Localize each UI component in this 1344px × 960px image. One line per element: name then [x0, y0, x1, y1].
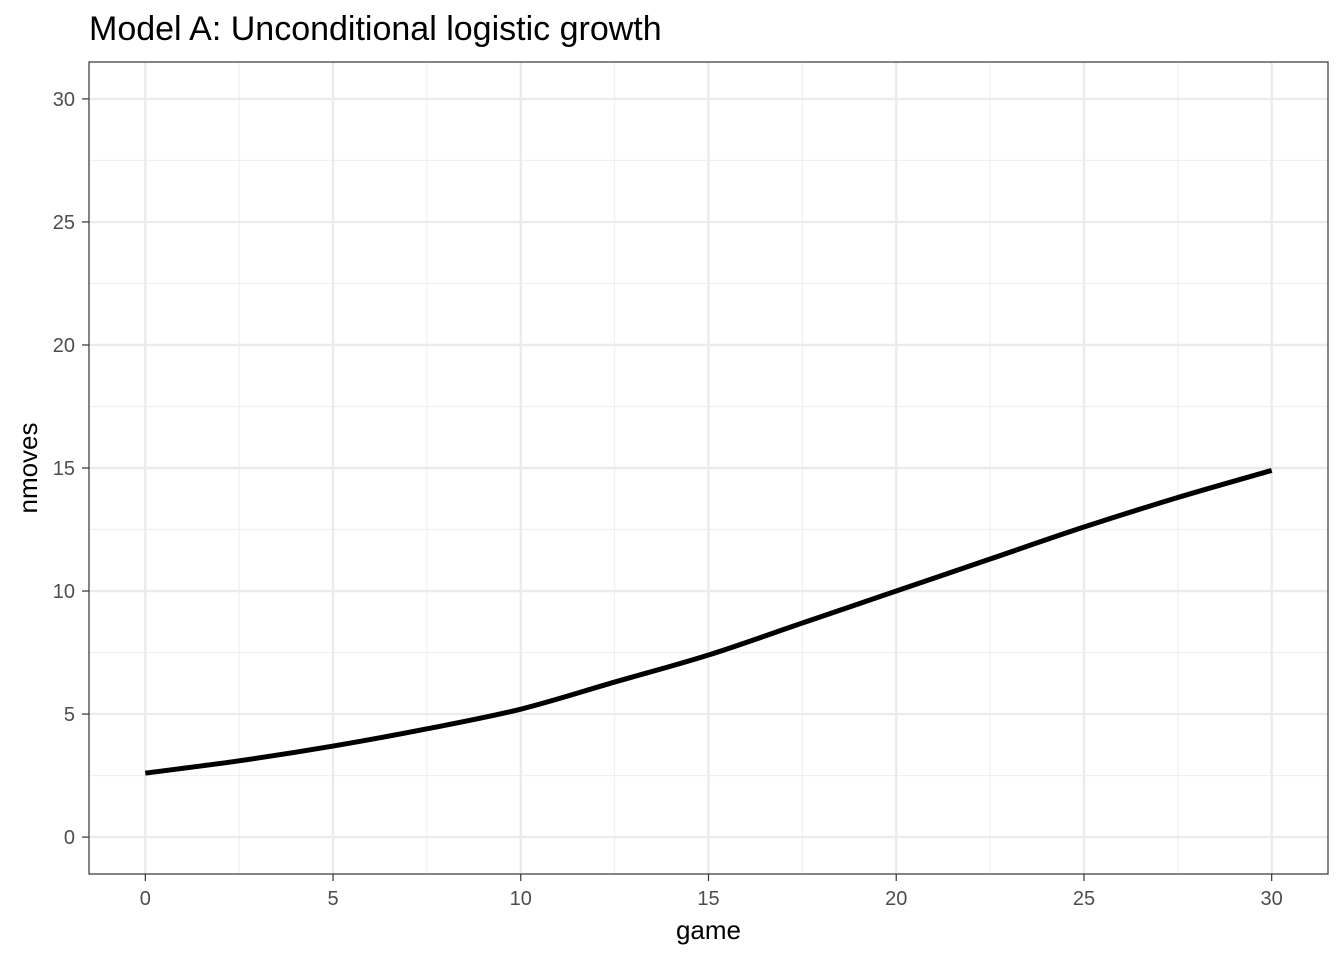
x-tick-label: 10: [510, 888, 532, 910]
y-tick-label: 20: [53, 335, 75, 357]
y-tick-label: 5: [64, 704, 75, 726]
grid: [89, 62, 1328, 874]
chart-title: Model A: Unconditional logistic growth: [89, 10, 662, 48]
y-tick-label: 30: [53, 89, 75, 111]
series-line: [144, 468, 1273, 776]
y-tick-label: 15: [53, 458, 75, 480]
x-tick-label: 5: [327, 888, 338, 910]
data-lines: [144, 468, 1273, 776]
y-tick-label: 10: [53, 581, 75, 603]
y-tick-label: 25: [53, 212, 75, 234]
y-tick-label: 0: [64, 827, 75, 849]
y-axis-title: nmoves: [13, 422, 43, 513]
x-tick-label: 30: [1261, 888, 1283, 910]
x-axis-title: game: [676, 915, 741, 945]
x-tick-label: 20: [885, 888, 907, 910]
x-tick-label: 0: [140, 888, 151, 910]
x-tick-label: 25: [1073, 888, 1095, 910]
axes: 0 5 10 15 20 25 30 0 5 10 15 20 25 30: [53, 89, 1283, 910]
x-tick-label: 15: [697, 888, 719, 910]
